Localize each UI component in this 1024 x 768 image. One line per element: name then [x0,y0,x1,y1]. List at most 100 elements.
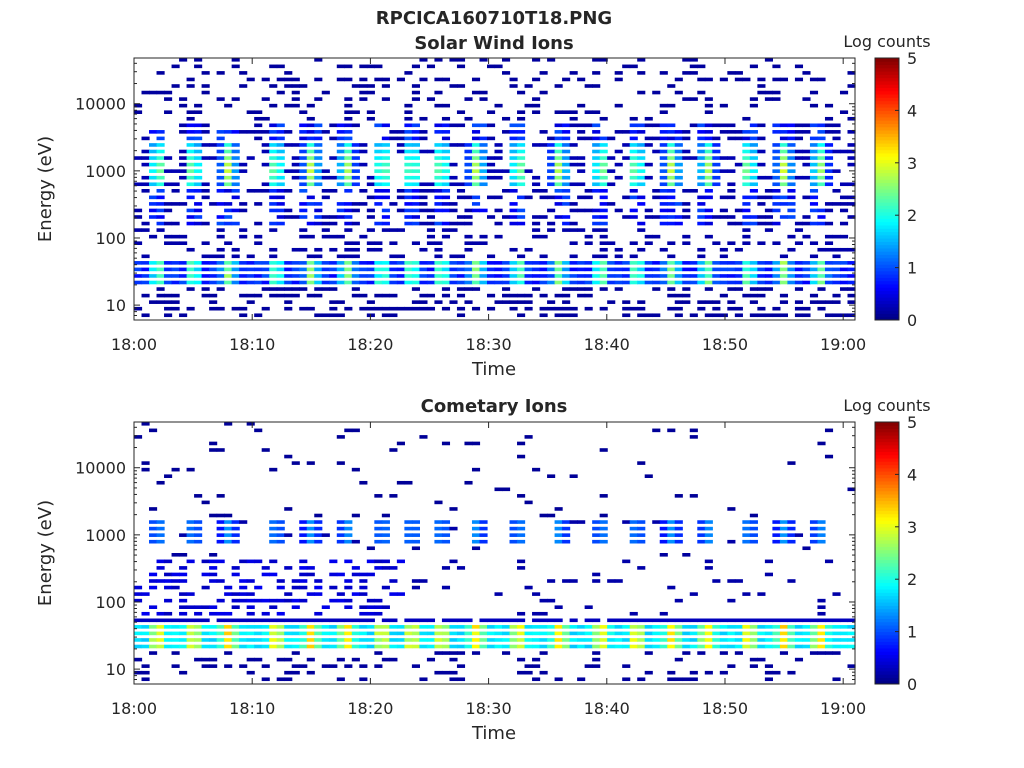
heatmap-cell [329,189,338,193]
heatmap-cell [276,638,285,642]
heatmap-cell [441,156,451,160]
heatmap-cell [674,90,683,95]
heatmap-cell [727,280,736,285]
heatmap-cell [734,77,743,82]
heatmap-cell [517,149,526,154]
heatmap-cell [847,182,856,187]
heatmap-cell [269,280,278,285]
heatmap-cell [314,274,323,278]
heatmap-cell [351,123,360,128]
heatmap-cell [336,638,345,642]
heatmap-cell [667,585,676,590]
heatmap-cell [239,84,248,88]
heatmap-cell [667,103,676,108]
heatmap-cell [697,149,706,154]
heatmap-cell [449,625,458,629]
heatmap-cell [201,625,210,629]
heatmap-cell [456,566,466,570]
heatmap-cell [336,77,345,82]
heatmap-cell [839,618,849,623]
heatmap-cell [554,149,563,154]
heatmap-cell [697,90,706,95]
heatmap-cell [336,592,345,596]
heatmap-cell [449,526,458,531]
colorbar-swatch [875,549,899,554]
heatmap-cell [276,149,285,154]
heatmap-cell [584,638,593,642]
heatmap-cell [809,651,819,655]
heatmap-cell [194,657,203,662]
heatmap-cell [779,254,789,259]
heatmap-cell [637,143,646,147]
heatmap-cell [374,566,383,570]
heatmap-cell [389,293,398,298]
heatmap-cell [404,274,413,278]
heatmap-cell [321,625,330,629]
heatmap-cell [209,664,218,668]
heatmap-cell [674,274,683,278]
heatmap-cell [156,618,165,623]
heatmap-cell [291,247,300,252]
heatmap-cell [659,182,668,187]
heatmap-cell [359,611,368,616]
colorbar-swatch [875,241,899,246]
heatmap-cell [336,657,345,662]
heatmap-cell [577,103,586,108]
heatmap-cell [141,631,150,636]
heatmap-cell [652,267,661,272]
heatmap-cell [637,280,646,285]
heatmap-cell [592,215,601,219]
heatmap-cell [449,618,458,623]
heatmap-cell [231,195,240,200]
colorbar-swatch [875,306,899,311]
heatmap-cell [749,64,758,69]
heatmap-cell [637,202,646,206]
heatmap-cell [839,631,849,636]
heatmap-cell [652,618,661,623]
heatmap-cell [366,631,375,636]
heatmap-cell [832,202,841,206]
colorbar-tick-label: 5 [907,49,917,68]
heatmap-cell [344,598,353,603]
heatmap-cell [787,208,796,213]
heatmap-cell [524,261,533,265]
heatmap-cell [471,195,481,200]
heatmap-cell [614,274,623,278]
heatmap-cell [359,280,368,285]
heatmap-cell [802,313,811,318]
heatmap-cell [224,215,233,219]
heatmap-cell [231,261,240,265]
heatmap-cell [697,221,706,226]
heatmap-cell [629,539,638,544]
heatmap-cell [757,631,766,636]
heatmap-cell [411,189,420,193]
heatmap-cell [269,169,278,173]
heatmap-cell [637,539,646,544]
heatmap-cell [779,526,789,531]
heatmap-cell [817,441,826,446]
heatmap-cell [817,520,826,524]
heatmap-cell [509,247,518,252]
heatmap-cell [824,241,834,245]
heatmap-cell [509,526,518,531]
heatmap-cell [359,143,368,147]
heatmap-cell [659,162,668,167]
heatmap-cell [314,526,323,531]
heatmap-cell [547,149,556,154]
colorbar-swatch [875,136,899,141]
heatmap-cell [577,677,586,682]
heatmap-cell [419,300,428,304]
heatmap-cell [547,274,556,278]
heatmap-cell [434,261,443,265]
heatmap-cell [404,143,413,147]
heatmap-cell [787,189,796,193]
heatmap-cell [231,618,240,623]
heatmap-cell [434,625,443,629]
heatmap-cell [464,221,473,226]
colorbar-swatch [875,480,899,485]
heatmap-cell [194,149,203,154]
heatmap-cell [441,208,451,213]
colorbar-swatch [875,651,899,656]
heatmap-cell [817,169,826,173]
heatmap-cell [509,149,518,154]
